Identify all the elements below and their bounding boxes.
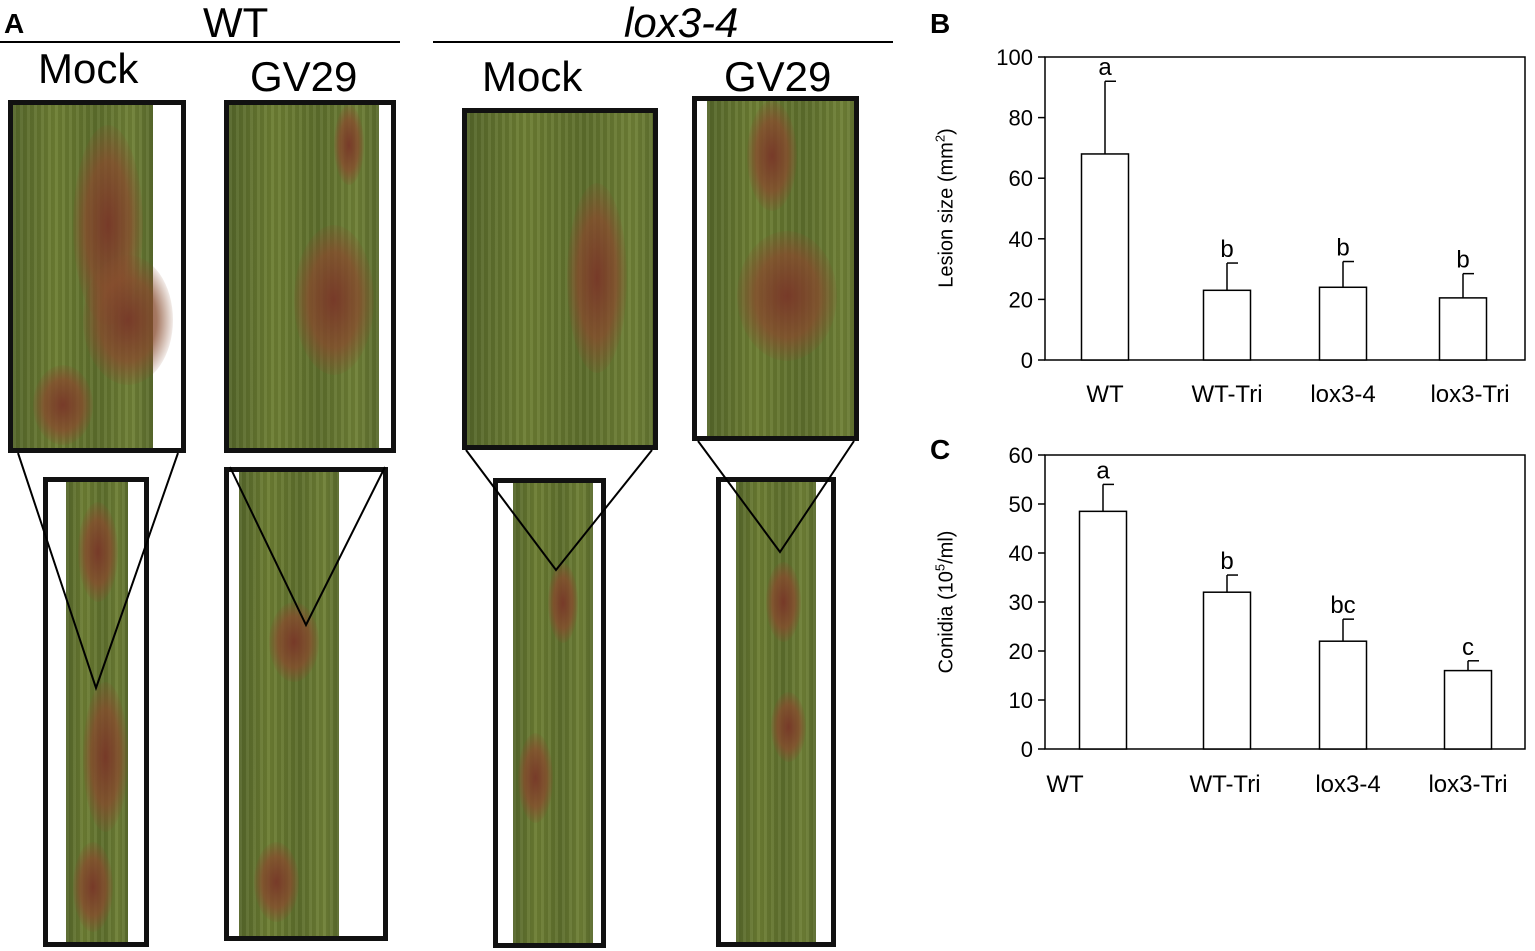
chart-c-ytick-label: 50: [1009, 492, 1033, 517]
chart-b-ytick-label: 80: [1009, 106, 1033, 131]
photo-zoom-lox-gv29: [692, 96, 859, 441]
condition-title-wt-gv29: GV29: [250, 53, 358, 100]
condition-title-lox-gv29: GV29: [724, 53, 832, 100]
chart-c-significance-label: a: [1096, 457, 1110, 484]
condition-title-wt-mock: Mock: [38, 45, 139, 92]
chart-b-ytick-label: 0: [1021, 348, 1033, 373]
group-rule-wt: [0, 41, 400, 43]
chart-c-bar: [1443, 669, 1493, 750]
chart-c-significance-label: bc: [1330, 592, 1355, 619]
chart-c-ytick-label: 0: [1021, 737, 1033, 762]
chart-b-bar: [1438, 297, 1488, 361]
chart-b-category-label: WT-Tri: [1191, 381, 1262, 408]
chart-c-category-label: WT-Tri: [1189, 771, 1260, 798]
chart-b-frame: [1044, 56, 1526, 361]
chart-c-ytick-label: 30: [1009, 590, 1033, 615]
group-rule-lox3-4: [433, 41, 893, 43]
chart-c-ytick-label: 20: [1009, 639, 1033, 664]
chart-b-significance-label: a: [1098, 54, 1112, 81]
chart-c-ytick-label: 10: [1009, 688, 1033, 713]
chart-c-category-label: lox3-4: [1315, 771, 1380, 798]
chart-b-category-label: WT: [1086, 381, 1124, 408]
chart-b-ytick-label: 40: [1009, 227, 1033, 252]
chart-b-significance-label: b: [1456, 247, 1469, 274]
group-title-wt: WT: [203, 0, 269, 46]
panel-label-a: A: [4, 8, 25, 39]
chart-c-significance-label: c: [1462, 634, 1474, 661]
chart-c-bar: [1318, 640, 1368, 750]
chart-b-significance-label: b: [1220, 236, 1233, 263]
chart-c-bar: [1078, 510, 1128, 750]
panel-label-c: C: [930, 434, 951, 465]
photo-zoom-wt-mock: [8, 100, 186, 453]
chart-c-category-label: WT: [1046, 771, 1084, 798]
condition-title-lox-mock: Mock: [482, 53, 583, 100]
chart-b-ytick-label: 60: [1009, 166, 1033, 191]
photo-leaf-lox-gv29: [716, 477, 836, 947]
chart-c-ytick-label: 60: [1009, 443, 1033, 468]
chart-c-significance-label: b: [1220, 548, 1233, 575]
chart-b-ytick-label: 100: [996, 45, 1033, 70]
panel-label-b: B: [930, 8, 951, 39]
chart-b-bar: [1080, 153, 1130, 361]
chart-b-category-label: lox3-4: [1310, 381, 1375, 408]
chart-b-significance-label: b: [1336, 235, 1349, 262]
chart-b-category-label: lox3-Tri: [1430, 381, 1509, 408]
photo-zoom-lox-mock: [462, 108, 658, 450]
group-title-lox3-4: lox3-4: [624, 0, 739, 46]
chart-c-bar: [1202, 591, 1252, 750]
chart-b-ytick-label: 20: [1009, 287, 1033, 312]
chart-c-ytick-label: 40: [1009, 541, 1033, 566]
photo-zoom-wt-gv29: [224, 100, 396, 453]
chart-c-category-label: lox3-Tri: [1428, 771, 1507, 798]
